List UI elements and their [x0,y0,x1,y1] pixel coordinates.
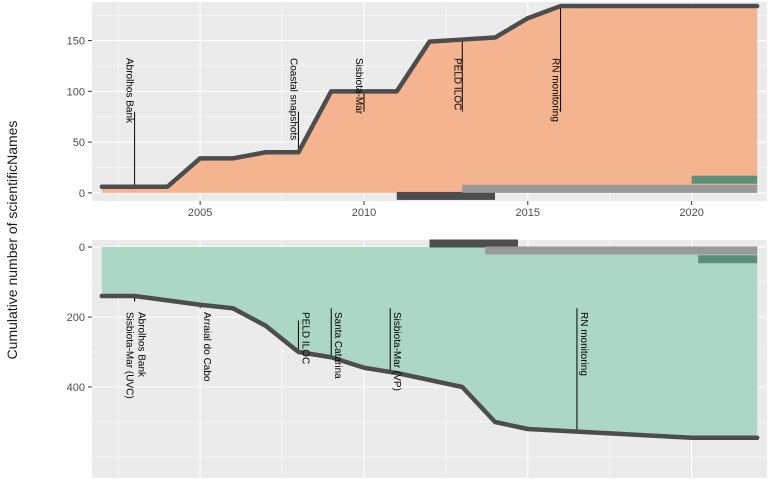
annotation-label: PELD ILOC [451,58,462,110]
x-tick-label: 2010 [352,207,376,219]
y-tick-label: 200 [67,312,85,324]
area-fill [101,247,758,438]
annotation-label: Coastal snapshots [287,58,298,140]
annotation-label: Abrolhos Bank [124,58,135,124]
y-tick-label: 400 [67,382,85,394]
annotation-label: Santa Catarina [332,312,343,379]
y-tick-label: 100 [67,86,85,98]
top-panel: Abrolhos Bank Coastal snapshots Sisbiota-M… [67,2,767,219]
annotation-label: Sisbiota-Mar (VP) [391,312,402,391]
project-bar [396,191,496,200]
annotation-label: Sisbiota-Mar [353,58,364,115]
area-fill [101,6,758,193]
annotation-label: Arraial do Cabo [201,312,212,382]
y-axis-label: Cumulative number of scientificNames [4,121,20,360]
project-bar [485,246,758,255]
y-tick-label: 0 [79,242,85,254]
project-bar [462,184,758,193]
cumulative-line [99,3,760,190]
project-bar [691,175,758,184]
cumulative-line [99,293,760,440]
annotation-label: RN monitoring [578,312,589,376]
project-bar [698,255,758,264]
x-tick-label: 2020 [679,207,703,219]
annotation-label: RN monitoring [550,58,561,122]
project-bar [429,239,518,248]
x-tick-label: 2005 [188,207,212,219]
y-tick-label: 0 [79,188,85,200]
annotation-label: Sisbiota-Mar (UVC) [124,312,135,399]
annotation-label: Abrolhos Bank [136,312,147,378]
y-tick-label: 150 [67,36,85,48]
annotation-label: PELD ILOC [299,312,310,364]
y-tick-label: 50 [73,137,85,149]
x-tick-label: 2015 [516,207,540,219]
